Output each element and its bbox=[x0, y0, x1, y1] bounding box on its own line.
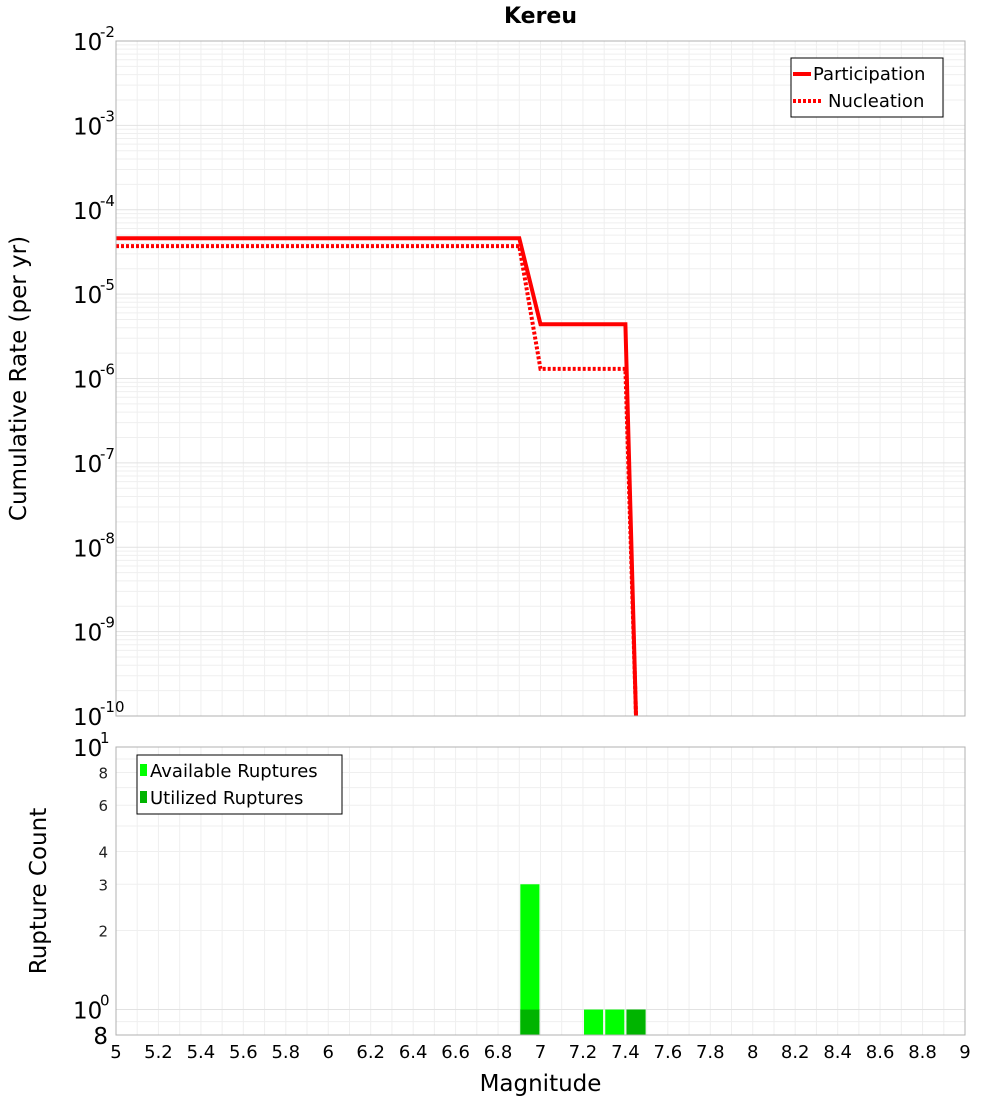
svg-text:1: 1 bbox=[100, 729, 110, 747]
nucleation-line bbox=[116, 244, 639, 717]
svg-text:-5: -5 bbox=[100, 276, 115, 294]
legend-top: Participation Nucleation bbox=[790, 57, 944, 118]
svg-text:10: 10 bbox=[73, 199, 102, 225]
x-tick-label: 6.4 bbox=[399, 1042, 428, 1063]
available-rupture-bar bbox=[605, 1009, 625, 1035]
available-rupture-bar bbox=[520, 884, 540, 1035]
bottom-y-major-tick-label: 8 bbox=[93, 1024, 108, 1050]
x-tick-label: 6.2 bbox=[356, 1042, 385, 1063]
svg-text:-9: -9 bbox=[100, 614, 115, 632]
bottom-y-axis-label: Rupture Count bbox=[26, 808, 52, 974]
svg-text:-4: -4 bbox=[100, 192, 115, 210]
x-tick-label: 5.2 bbox=[144, 1042, 173, 1063]
legend-utilized-swatch bbox=[140, 791, 147, 803]
chart-title: Kereu bbox=[504, 4, 577, 29]
svg-text:-6: -6 bbox=[100, 361, 115, 379]
x-tick-labels: 5 5.2 5.4 5.6 5.8 6 6.2 6.4 6.6 6.8 7 7.2 7.4 7.6 7.8 8… bbox=[110, 1042, 970, 1063]
svg-text:-2: -2 bbox=[100, 23, 115, 41]
utilized-rupture-bar bbox=[520, 1009, 540, 1035]
top-y-tick-label: 10-4 bbox=[73, 192, 115, 225]
x-tick-label: 8 bbox=[747, 1042, 758, 1063]
legend-bottom-box bbox=[136, 754, 343, 815]
top-y-tick-label: 10-2 bbox=[73, 23, 115, 56]
legend-nucleation-label: Nucleation bbox=[828, 91, 924, 112]
svg-text:10: 10 bbox=[73, 283, 102, 309]
bottom-y-major-tick-label: 100 bbox=[73, 992, 110, 1025]
top-y-tick-label: 10-7 bbox=[73, 445, 115, 478]
bottom-y-minor-tick-label: 6 bbox=[98, 797, 108, 815]
x-tick-label: 8.8 bbox=[908, 1042, 937, 1063]
x-tick-label: 8.4 bbox=[823, 1042, 852, 1063]
svg-text:-7: -7 bbox=[100, 445, 115, 463]
svg-text:10: 10 bbox=[73, 621, 102, 647]
svg-text:10: 10 bbox=[73, 114, 102, 140]
svg-text:8: 8 bbox=[93, 1024, 108, 1050]
svg-text:10: 10 bbox=[73, 368, 102, 394]
svg-text:-8: -8 bbox=[100, 529, 115, 547]
x-tick-label: 5.6 bbox=[229, 1042, 258, 1063]
bottom-y-minor-tick-label: 8 bbox=[98, 764, 108, 782]
x-tick-label: 8.2 bbox=[781, 1042, 810, 1063]
bottom-plot-frame bbox=[115, 746, 966, 1036]
legend-top-box bbox=[790, 57, 944, 118]
top-y-tick-label: 10-9 bbox=[73, 614, 115, 647]
top-y-axis-label: Cumulative Rate (per yr) bbox=[6, 236, 32, 521]
x-tick-label: 7.2 bbox=[569, 1042, 598, 1063]
top-y-tick-label: 10-3 bbox=[73, 107, 115, 140]
x-tick-label: 7.4 bbox=[611, 1042, 640, 1063]
x-tick-label: 7 bbox=[535, 1042, 546, 1063]
x-tick-label: 6 bbox=[323, 1042, 334, 1063]
top-y-tick-label: 10-8 bbox=[73, 529, 115, 562]
svg-text:10: 10 bbox=[73, 705, 102, 731]
svg-text:10: 10 bbox=[73, 30, 102, 56]
bottom-y-major-tick-label: 101 bbox=[73, 729, 110, 762]
x-tick-label: 6.8 bbox=[484, 1042, 513, 1063]
participation-line bbox=[116, 236, 639, 717]
svg-text:10: 10 bbox=[73, 536, 102, 562]
svg-text:0: 0 bbox=[100, 992, 110, 1010]
svg-text:-10: -10 bbox=[100, 698, 125, 716]
x-tick-label: 5.8 bbox=[271, 1042, 300, 1063]
legend-participation-label: Participation bbox=[813, 64, 925, 85]
x-tick-label: 5 bbox=[110, 1042, 121, 1063]
available-rupture-bar bbox=[584, 1009, 604, 1035]
top-y-tick-label: 10-5 bbox=[73, 276, 115, 309]
svg-text:10: 10 bbox=[73, 736, 102, 762]
bottom-y-minor-tick-label: 3 bbox=[98, 876, 108, 894]
top-y-tick-label: 10-10 bbox=[73, 698, 125, 731]
legend-available-label: Available Ruptures bbox=[150, 761, 318, 782]
bottom-y-minor-tick-label: 4 bbox=[98, 843, 108, 861]
x-tick-label: 7.8 bbox=[696, 1042, 725, 1063]
top-grid bbox=[115, 41, 966, 717]
x-axis-label: Magnitude bbox=[480, 1071, 602, 1097]
top-plot-frame bbox=[115, 40, 966, 717]
x-tick-label: 7.6 bbox=[654, 1042, 683, 1063]
legend-available-swatch bbox=[140, 764, 147, 776]
line-series-group bbox=[116, 236, 639, 717]
svg-text:10: 10 bbox=[73, 452, 102, 478]
x-tick-label: 5.4 bbox=[187, 1042, 216, 1063]
x-tick-label: 6.6 bbox=[441, 1042, 470, 1063]
svg-text:-3: -3 bbox=[100, 107, 115, 125]
bottom-y-minor-tick-label: 2 bbox=[98, 923, 108, 941]
legend-bottom: Available Ruptures Utilized Ruptures bbox=[136, 754, 343, 815]
x-tick-label: 8.6 bbox=[866, 1042, 895, 1063]
legend-utilized-label: Utilized Ruptures bbox=[150, 788, 303, 809]
bar-series-group bbox=[520, 884, 646, 1035]
svg-text:10: 10 bbox=[73, 999, 102, 1025]
top-y-tick-label: 10-6 bbox=[73, 361, 115, 394]
utilized-rupture-bar bbox=[626, 1009, 646, 1035]
x-tick-label: 9 bbox=[959, 1042, 970, 1063]
